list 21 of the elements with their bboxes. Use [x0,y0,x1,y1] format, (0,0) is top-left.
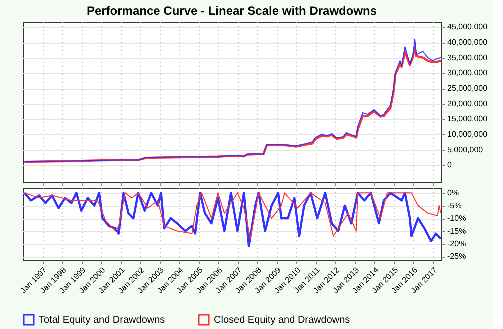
y-tick-label: -5% [448,201,462,210]
y-tick-label: -20% [448,239,466,248]
y-tick-label: -25% [448,252,466,262]
legend-label: Total Equity and Drawdowns [39,315,166,326]
line-series [24,192,441,248]
y-tick-label: -15% [448,226,466,236]
y-tick-label: 30,000,000 [448,68,488,78]
y-tick-label: 0 [448,160,452,170]
y-tick-label: 10,000,000 [448,130,488,139]
legend-label: Closed Equity and Drawdowns [214,315,350,326]
y-tick-label: 15,000,000 [448,114,488,124]
chart-title: Performance Curve - Linear Scale with Drawdowns [86,4,378,18]
y-tick-label: 5,000,000 [448,145,484,154]
y-tick-label: -10% [448,214,466,224]
y-tick-label: 25,000,000 [448,84,488,94]
y-tick-label: 40,000,000 [448,38,488,48]
y-tick-label: 45,000,000 [448,22,488,32]
y-tick-label: 20,000,000 [448,99,488,108]
line-series [24,192,441,240]
y-tick-label: 35,000,000 [448,53,488,62]
y-tick-label: 0% [448,188,460,198]
